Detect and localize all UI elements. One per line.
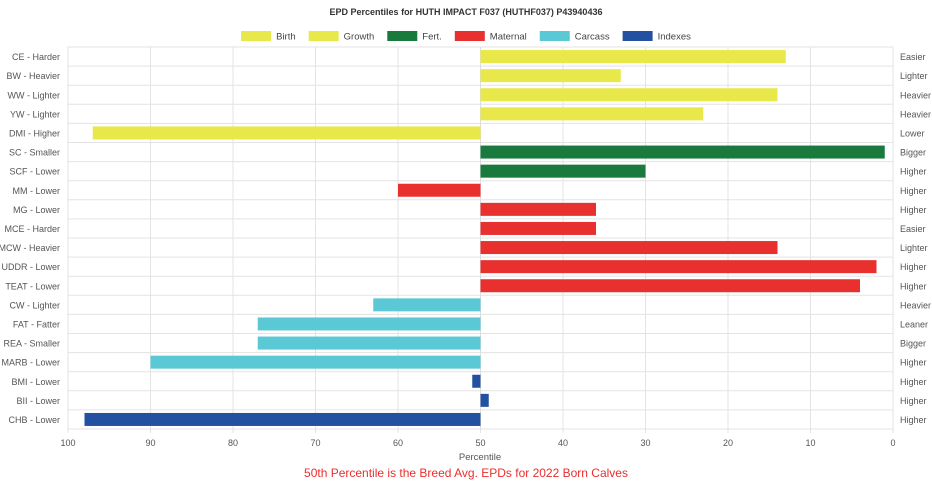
direction-label: Higher	[900, 262, 927, 272]
bar	[398, 183, 481, 197]
category-label: WW - Lighter	[7, 90, 60, 100]
category-label: MARB - Lower	[1, 358, 60, 368]
chart-footer-note: 50th Percentile is the Breed Avg. EPDs f…	[304, 466, 628, 480]
bar	[257, 336, 481, 350]
legend-swatch	[454, 31, 485, 41]
direction-label: Higher	[900, 205, 927, 215]
direction-label: Higher	[900, 358, 927, 368]
legend-label: Indexes	[658, 32, 692, 43]
legend-swatch	[241, 31, 272, 41]
category-label: BW - Heavier	[6, 71, 60, 81]
category-label: CE - Harder	[12, 52, 60, 62]
category-label: SC - Smaller	[9, 148, 60, 158]
direction-label: Higher	[900, 167, 927, 177]
category-label: MM - Lower	[12, 186, 60, 196]
bar	[257, 317, 481, 331]
bar	[480, 164, 646, 178]
bar	[373, 298, 481, 312]
category-label: UDDR - Lower	[1, 262, 60, 272]
category-label: MCW - Heavier	[0, 243, 60, 253]
direction-label: Higher	[900, 186, 927, 196]
bar	[480, 241, 778, 255]
legend-label: Maternal	[490, 32, 527, 43]
direction-label: Bigger	[900, 148, 926, 158]
x-tick-label: 30	[640, 438, 650, 448]
category-label: SCF - Lower	[9, 167, 60, 177]
legend-swatch	[387, 31, 418, 41]
x-tick-label: 40	[558, 438, 568, 448]
chart-title: EPD Percentiles for HUTH IMPACT F037 (HU…	[330, 7, 603, 17]
legend-swatch	[622, 31, 653, 41]
x-tick-label: 10	[805, 438, 815, 448]
chart-grid	[67, 46, 894, 433]
chart-bars	[84, 50, 885, 426]
direction-label: Higher	[900, 396, 927, 406]
category-label: FAT - Fatter	[13, 319, 60, 329]
category-label: BMI - Lower	[11, 377, 60, 387]
direction-label: Leaner	[900, 319, 928, 329]
bar	[480, 393, 489, 407]
x-tick-label: 50	[475, 438, 485, 448]
bar	[84, 412, 481, 426]
bar	[480, 107, 704, 121]
x-tick-label: 0	[890, 438, 895, 448]
direction-label: Heavier	[900, 109, 931, 119]
bar	[472, 374, 481, 388]
legend-swatch	[539, 31, 570, 41]
category-label: YW - Lighter	[10, 109, 60, 119]
bar	[480, 260, 877, 274]
direction-label: Lighter	[900, 71, 928, 81]
category-label: TEAT - Lower	[5, 281, 60, 291]
direction-label: Higher	[900, 415, 927, 425]
x-tick-label: 20	[723, 438, 733, 448]
category-label: MCE - Harder	[4, 224, 60, 234]
x-tick-label: 90	[145, 438, 155, 448]
bar	[480, 50, 786, 64]
x-axis-ticks: 100 90 80 70 60 50 40 30 20 10 0	[60, 438, 895, 448]
category-label: DMI - Higher	[9, 128, 60, 138]
bar	[480, 202, 596, 216]
category-label: REA - Smaller	[3, 339, 60, 349]
bar	[150, 355, 481, 369]
direction-label: Lighter	[900, 243, 928, 253]
x-tick-label: 60	[393, 438, 403, 448]
legend-label: Fert.	[422, 32, 442, 43]
x-tick-label: 80	[228, 438, 238, 448]
direction-label: Lower	[900, 128, 925, 138]
legend-label: Carcass	[575, 32, 610, 43]
direction-label: Heavier	[900, 300, 931, 310]
bar	[480, 279, 860, 293]
bar	[480, 145, 885, 159]
legend-label: Growth	[344, 32, 375, 43]
bar	[480, 69, 621, 83]
direction-label: Easier	[900, 52, 926, 62]
direction-label: Higher	[900, 377, 927, 387]
direction-label: Bigger	[900, 339, 926, 349]
direction-label: Heavier	[900, 90, 931, 100]
legend-label: Birth	[276, 32, 296, 43]
left-category-labels: CE - Harder BW - Heavier WW - Lighter YW - …	[0, 52, 60, 425]
direction-label: Higher	[900, 281, 927, 291]
x-tick-label: 100	[60, 438, 75, 448]
bar	[480, 88, 778, 102]
direction-label: Easier	[900, 224, 926, 234]
legend-swatch	[308, 31, 339, 41]
right-category-labels: Easier Lighter Heavier Heavier Lower Bigger Hi…	[900, 52, 931, 425]
x-axis-label: Percentile	[459, 452, 501, 463]
category-label: CW - Lighter	[9, 300, 60, 310]
bar	[480, 221, 596, 235]
category-label: CHB - Lower	[8, 415, 60, 425]
category-label: MG - Lower	[13, 205, 60, 215]
chart-legend: Birth Growth Fert. Maternal Carcass Indexes	[241, 31, 691, 43]
bar	[92, 126, 481, 140]
category-label: BII - Lower	[16, 396, 60, 406]
x-tick-label: 70	[310, 438, 320, 448]
